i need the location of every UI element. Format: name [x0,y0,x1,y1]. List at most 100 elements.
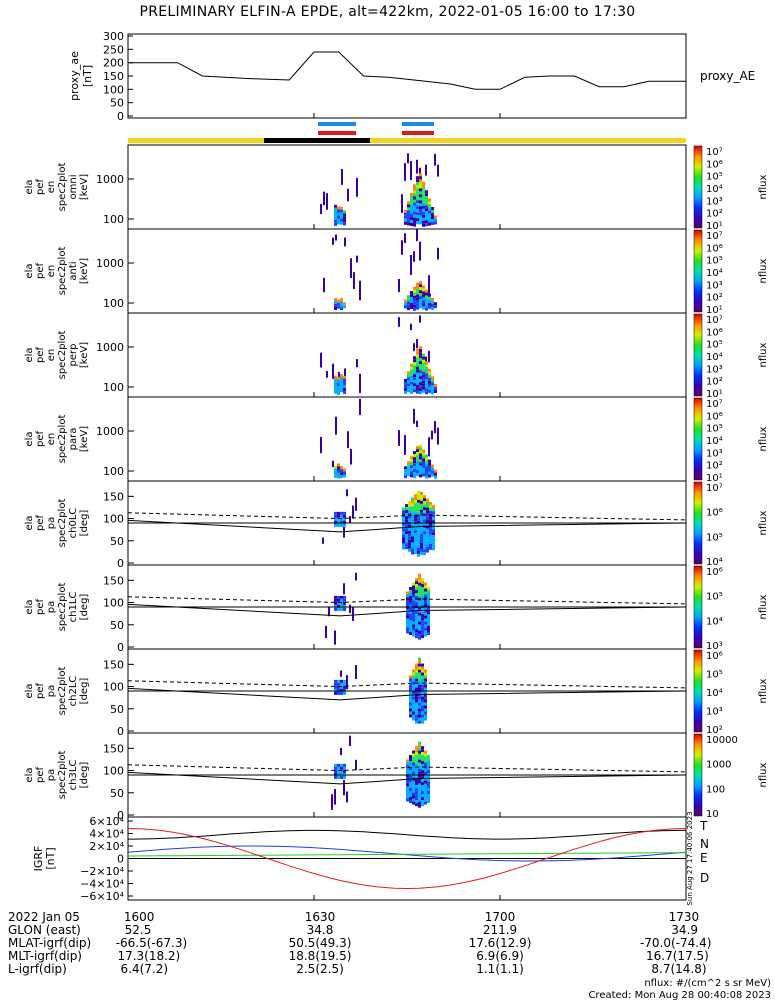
spectrogram-pixel [416,288,419,292]
spectrogram-pixel [402,534,405,538]
spectrogram-pixel [423,519,426,523]
spectrogram-pixel [411,509,414,513]
spectrogram-pixel [412,780,415,784]
spectrogram-pixel [409,797,412,800]
spectrogram-pixel [418,600,421,604]
spectrogram-pixel [422,187,425,191]
spectrogram-pixel [427,623,430,626]
spectrogram-pixel [406,630,409,634]
spectrogram-pixel [408,527,411,531]
spectrogram-pixel [346,675,348,690]
spectrogram-pixel [418,675,421,679]
spectrogram-pixel [427,794,430,797]
spectrogram-pixel [418,678,421,682]
spectrogram-pixel [405,546,408,550]
spectrogram-pixel [425,475,428,479]
spectrogram-pixel [343,583,345,595]
spectrogram-pixel [427,626,430,629]
spectrogram-pixel [418,576,421,580]
spectrogram-pixel [428,302,431,306]
pitch-tick-label: 100 [103,681,124,694]
spectrogram-pixel [419,376,422,380]
spectrogram-pixel [415,785,418,789]
spectrogram-pixel [425,199,428,203]
spectrogram-pixel [410,291,413,294]
spectrogram-pixel [415,599,418,603]
spectrogram-pixel [343,222,346,226]
footer-value: 1630 [304,910,336,924]
spectrogram-pixel [410,205,413,208]
created-timestamp: Created: Mon Aug 28 00:40:08 2023 [588,990,771,1001]
spectrogram-pixel [415,764,418,768]
spectrogram-pixel [413,190,416,194]
spectrogram-pixel [423,534,426,538]
spectrogram-ylabel: en [46,265,57,278]
science-zone-bar-blue [318,122,356,126]
spectrogram-pixel [422,371,425,375]
spectrogram-pixel [412,711,415,715]
igrf-timestamp: Sun Aug 27 17:40:06 2023 [686,811,694,905]
colorbar-tick-label: 10⁴ [706,688,723,699]
spectrogram-pixel [416,464,419,468]
spectrogram-pixel [422,202,425,206]
colorbar-label: nflux [758,258,769,283]
spectrogram-pixel [421,755,424,759]
spectrogram-pixel [427,800,430,803]
spectrogram-pixel [419,391,422,395]
spectrogram-pixel [334,520,337,524]
spectrogram-pixel [413,377,416,381]
spectrogram-pixel [343,607,346,611]
spectrogram-pixel [340,514,343,518]
spectrogram-pixel [343,688,346,692]
spectrogram-pixel [424,582,427,586]
spectrogram-pixel [421,776,424,780]
spectrogram-pixel [413,217,416,221]
spectrogram-pixel [334,775,337,779]
spectrogram-ylabel: pef [35,179,46,196]
spectrogram-pixel [410,294,413,297]
spectrogram-pixel [402,510,405,514]
spectrogram-pixel [418,747,421,751]
spectrogram-pixel [402,546,405,550]
spectrogram-pixel [404,212,407,216]
spectrogram-pixel [421,587,424,591]
spectrogram-pixel [427,776,430,779]
spectrogram-pixel [424,711,427,715]
spectrogram-pixel [421,632,424,636]
spectrogram-pixel [334,769,337,773]
spectrogram-pixel [356,255,358,263]
spectrogram-ylabel: pa [46,769,57,781]
spectrogram-pixel [424,792,427,796]
spectrogram-pixel [417,538,420,542]
spectrogram-pixel [416,197,419,201]
spectrogram-pixel [408,548,411,552]
spectrogram-pixel [416,291,419,295]
spectrogram-pixel [418,786,421,790]
spectrogram-pixel [420,542,423,546]
colorbar-label: nflux [758,678,769,703]
spectrogram-pixel [414,497,417,501]
spectrogram-pixel [431,301,434,304]
spectrogram-pixel [414,503,417,507]
spectrogram-pixel [425,220,428,224]
spectrogram-pixel [413,251,415,262]
pitch-spectrogram-0 [127,489,687,557]
colorbar-tick-label: 10⁶ [706,508,723,519]
spectrogram-pixel [343,601,346,605]
spectrogram-pixel [415,758,418,762]
colorbar-tick-label: 10⁴ [706,268,723,279]
spectrogram-pixel [417,553,420,557]
spectrogram-ylabel: anti [68,261,79,280]
spectrogram-pixel [431,207,434,210]
spectrogram-pixel [353,272,355,289]
spectrogram-pixel [340,598,343,602]
spectrogram-pixel [415,617,418,621]
spectrogram-pixel [337,682,340,686]
spectrogram-ylabel: spec2plot [57,751,68,800]
spectrogram-pixel [414,539,417,543]
spectrogram-pixel [415,761,418,765]
spectrogram-pixel [337,475,340,479]
spectrogram-pixel [343,517,346,521]
footer-value: 1730 [668,910,700,924]
pitch-spectrogram-2 [127,657,687,724]
